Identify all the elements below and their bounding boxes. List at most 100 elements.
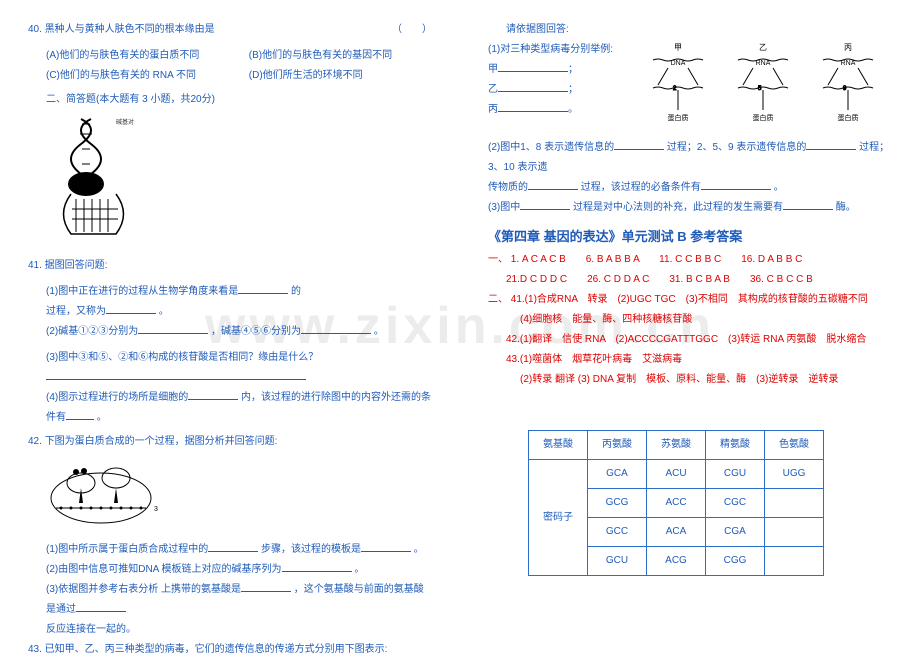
q42-1c: 。 [414,544,424,555]
cell: GCG [588,489,647,518]
ribosome-image: 3 [46,458,432,536]
q41-3: (3)图中③和⑤、②和⑥构成的核苷酸是否相同？缘由是什么？ [28,348,432,368]
q41-num: 41. [28,260,42,271]
q43: 43. 已知甲、乙、丙三种类型的病毒，它们的遗传信息的传递方式分别用下图表示: [28,640,432,660]
right-column: 请依据图回答: (1)对三种类型病毒分别举例: 甲； 乙； 丙。 甲乙丙 DNA… [460,0,920,651]
r-s1-text: (1)对三种类型病毒分别举例: 甲； 乙 ； 丙 。 [488,40,638,120]
yi-label: 乙 [488,84,498,95]
r-s1-jia: 甲； [488,60,638,80]
r-s3b: 过程是对中心法则的补充，此过程的发生需要有 [573,202,783,213]
ans2-41-1: 二、 41.(1)合成RNA 转录 (2)UGC TGC (3)不相同 其构成的… [488,290,892,310]
sep: ； [568,64,578,75]
q42-2a: (2)由图中信息可推知DNA 模板链上对应的碱基序列为 [46,564,282,575]
q42-3b2: 反应连接在一起的。 [28,620,432,640]
q40-a: (A)他们的与肤色有关的蛋白质不同 [46,46,246,66]
cell: GCU [588,547,647,576]
ans1-l1: 一、 1. A C A C B 6. B A B B A 11. C C B B… [488,250,892,270]
blank [361,541,411,552]
virus-diagram: 甲乙丙 DNARNARNA 蛋白质蛋白质蛋白质 2 5 9 [638,40,888,138]
ans1-head: 一、 [488,254,508,265]
th-aa: 氨基酸 [529,431,588,460]
svg-text:DNA: DNA [671,60,686,67]
blank [806,139,856,150]
svg-text:甲: 甲 [674,43,682,52]
q40-opts1: (A)他们的与肤色有关的蛋白质不同 (B)他们的与肤色有关的基因不同 [28,46,432,66]
cell: ACU [647,460,706,489]
table-row: 氨基酸 丙氨酸 苏氨酸 精氨酸 色氨酸 [529,431,824,460]
sep: ； [568,84,578,95]
cell: CGG [706,547,765,576]
q41-1: (1)图中正在进行的过程从生物学角度来看是 的 [28,282,432,302]
th-4: 精氨酸 [706,431,765,460]
blank [498,61,568,72]
q42-1: (1)图中所示属于蛋白质合成过程中的 步骤，该过程的模板是 。 [28,540,432,560]
td-codon: 密码子 [529,460,588,576]
ans1-l1t: 1. A C A C B 6. B A B B A 11. C C B B C … [511,254,803,265]
blank [701,179,771,190]
q41-4c: 。 [97,412,107,423]
q42-2b: 。 [354,564,364,575]
svg-text:乙: 乙 [759,43,767,52]
q43-num: 43. [28,644,42,655]
ans2-43-2: (2)转录 翻译 (3) DNA 复制 模板、原料、能量、酶 (3)逆转录 逆转… [488,370,892,390]
blank [238,283,288,294]
q41-2c: 。 [374,326,384,337]
cell: ACG [647,547,706,576]
q40-b: (B)他们的与肤色有关的基因不同 [249,50,392,61]
r-s1a: (1)对三种类型病毒分别举例: [488,40,638,60]
cell: CGC [706,489,765,518]
q41-4: (4)图示过程进行的场所是细胞的 内，该过程的进行除图中的内容外还需的条件有 。 [28,388,432,428]
cell: CGA [706,518,765,547]
q41-2a: (2)碱基①②③分别为 [46,326,138,337]
cell: ACC [647,489,706,518]
q41-1a: (1)图中正在进行的过程从生物学角度来看是 [46,286,238,297]
ans2-head: 二、 [488,294,508,305]
q40-paren: （ ） [392,20,432,40]
svg-text:3: 3 [154,506,158,513]
svg-text:丙: 丙 [844,43,852,52]
r-s2d: 传物质的 [488,182,528,193]
th-2: 丙氨酸 [588,431,647,460]
blank [208,541,258,552]
q41: 41. 据图回答问题: [28,256,432,276]
table-row: 密码子 GCA ACU CGU UGG [529,460,824,489]
ans1-l2: 21.D C D D C 26. C D D A C 31. B C B A B… [488,270,892,290]
q42-3: (3)依据图并参考右表分析 上携带的氨基酸是 ，这个氨基酸与前面的氨基酸是通过 [28,580,432,620]
q43-text: 已知甲、乙、丙三种类型的病毒，它们的遗传信息的传递方式分别用下图表示: [45,644,388,655]
svg-text:蛋白质: 蛋白质 [753,113,774,122]
q41-text: 据图回答问题: [45,260,108,271]
r-s2e: 过程，该过程的必备条件有 [581,182,701,193]
end: 。 [568,104,578,115]
r-s3c: 酶。 [836,202,856,213]
blank [106,303,156,314]
left-column: 40. 黑种人与黄种人肤色不同的根本缘由是 （ ） (A)他们的与肤色有关的蛋白… [0,0,460,651]
th-5: 色氨酸 [765,431,824,460]
ans2-43-1: 43.(1)噬菌体 烟草花叶病毒 艾滋病毒 [488,350,892,370]
r-s2b: 过程；2、5、9 表示遗传信息的 [667,142,806,153]
cell: CGU [706,460,765,489]
q40-opts2: (C)他们的与肤色有关的 RNA 不同 (D)他们所生活的环境不同 [28,66,432,86]
ans2-42-1: 42.(1)翻译 信使 RNA (2)ACCCCGATTTGGC (3)转运 R… [488,330,892,350]
r-s1-row: (1)对三种类型病毒分别举例: 甲； 乙； 丙。 甲乙丙 DNARNARNA 蛋… [488,40,892,138]
blank [76,601,126,612]
blank [783,199,833,210]
dna-image: 碱基对 [46,114,432,252]
blank [66,409,94,420]
bing-label: 丙 [488,104,498,115]
cell: GCA [588,460,647,489]
cell: ACA [647,518,706,547]
q42-1a: (1)图中所示属于蛋白质合成过程中的 [46,544,208,555]
cell: UGG [765,460,824,489]
q42-2: (2)由图中信息可推知DNA 模板链上对应的碱基序列为 。 [28,560,432,580]
r-s3a: (3)图中 [488,202,520,213]
page: 40. 黑种人与黄种人肤色不同的根本缘由是 （ ） (A)他们的与肤色有关的蛋白… [0,0,920,651]
q41-2b: ，碱基④⑤⑥分别为 [211,326,301,337]
blank [498,101,568,112]
q41-2: (2)碱基①②③分别为 ，碱基④⑤⑥分别为 。 [28,322,432,342]
q40-d: (D)他们所生活的环境不同 [249,70,363,81]
svg-text:RNA: RNA [841,60,856,67]
r-s2: (2)图中1、8 表示遗传信息的 过程；2、5、9 表示遗传信息的 过程；3、1… [488,138,892,178]
q42: 42. 下图为蛋白质合成的一个过程，据图分析并回答问题: [28,432,432,452]
cell [765,518,824,547]
codon-table: 氨基酸 丙氨酸 苏氨酸 精氨酸 色氨酸 密码子 GCA ACU CGU UGG … [528,430,824,576]
